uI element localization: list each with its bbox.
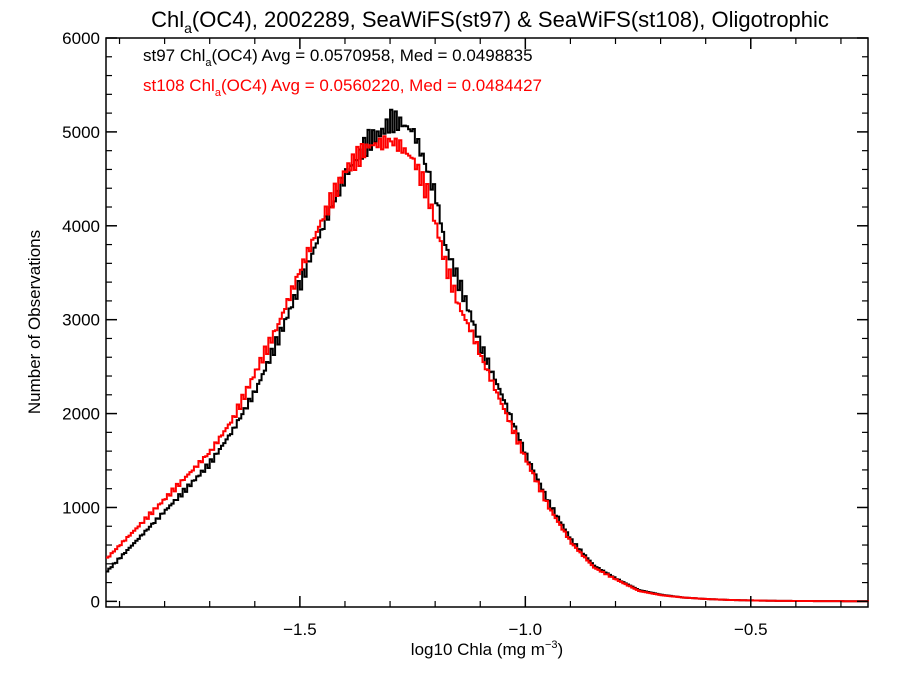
annotation-text-sub: a: [215, 87, 222, 99]
annotation-text-post: (OC4) Avg = 0.0570958, Med = 0.0498835: [212, 46, 533, 65]
y-axis-ticks: 0 1000 2000 3000 4000 5000 6000: [62, 29, 868, 611]
y-tick-label: 1000: [62, 498, 100, 517]
series-layer: [106, 108, 869, 603]
y-tick-label: 4000: [62, 217, 100, 236]
y-tick-label: 0: [91, 592, 100, 611]
x-tick-label: −1.0: [509, 620, 543, 639]
y-tick-label: 6000: [62, 29, 100, 48]
annotation-text-pre: st108 Chl: [143, 76, 215, 95]
chart-title: Chla(OC4), 2002289, SeaWiFS(st97) & SeaW…: [151, 7, 829, 36]
y-tick-label: 3000: [62, 311, 100, 330]
y-tick-label: 2000: [62, 405, 100, 424]
annotation-text-sub: a: [205, 57, 212, 69]
annotation-text-pre: st97 Chl: [143, 46, 205, 65]
x-tick-label: −0.5: [734, 620, 768, 639]
legend-annotations: st97 Chla(OC4) Avg = 0.0570958, Med = 0.…: [143, 46, 542, 99]
annotation-1: st97 Chla(OC4) Avg = 0.0570958, Med = 0.…: [143, 46, 533, 69]
y-tick-label: 5000: [62, 123, 100, 142]
y-axis-label: Number of Observations: [25, 230, 44, 414]
plot-frame: [105, 37, 869, 608]
annotation-text-post: (OC4) Avg = 0.0560220, Med = 0.0484427: [221, 76, 542, 95]
x-tick-label: −1.5: [283, 620, 317, 639]
x-axis-ticks: −1.5 −1.0 −0.5: [118, 38, 842, 639]
series-2-line: [106, 135, 869, 603]
annotation-2: st108 Chla(OC4) Avg = 0.0560220, Med = 0…: [143, 76, 542, 99]
x-axis-label: log10 Chla (mg m−3): [411, 639, 563, 659]
